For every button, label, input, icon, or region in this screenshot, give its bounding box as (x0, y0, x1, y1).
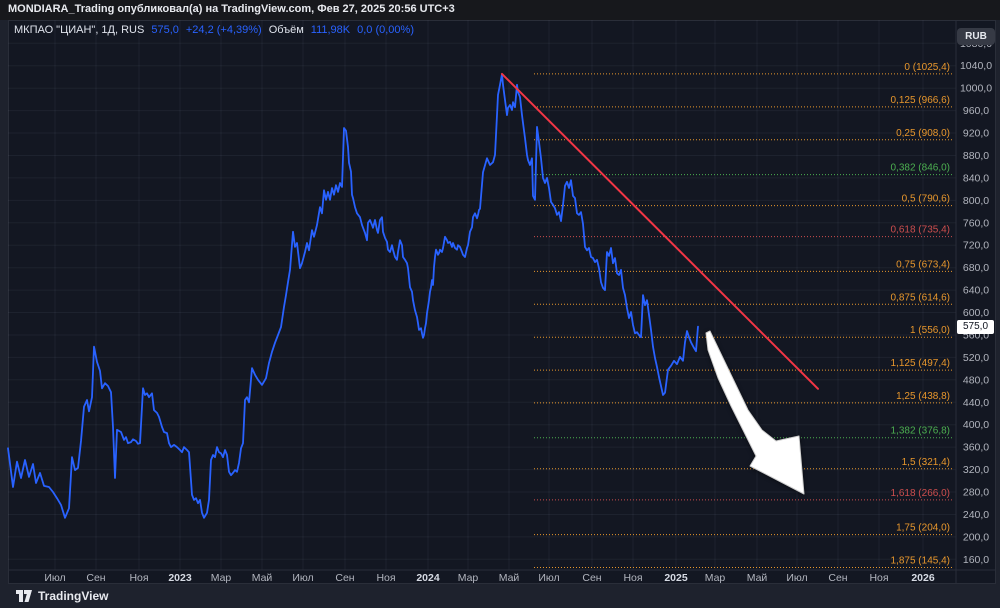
legend-last-price: 575,0 (151, 24, 179, 36)
tradingview-watermark[interactable]: TradingView (16, 589, 108, 603)
symbol-legend: МКПАО "ЦИАН", 1Д, RUS 575,0 +24,2 (+4,39… (14, 24, 414, 36)
chart-frame[interactable] (8, 20, 996, 584)
tradingview-logo-icon (16, 590, 32, 602)
tradingview-logo-text: TradingView (38, 589, 109, 603)
last-price-tag: 575,0 (957, 320, 994, 334)
symbol-title[interactable]: МКПАО "ЦИАН", 1Д, RUS (14, 24, 145, 36)
legend-change: +24,2 (+4,39%) (185, 24, 262, 36)
share-header: MONDIARA_Trading опубликовал(а) на Tradi… (0, 0, 1000, 20)
legend-volume-value: 111,98K (310, 24, 351, 36)
legend-volume-change: 0,0 (0,00%) (357, 24, 414, 36)
currency-button[interactable]: RUB (957, 28, 995, 45)
legend-volume-label: Объём (268, 24, 304, 36)
share-header-text: MONDIARA_Trading опубликовал(а) на Tradi… (8, 3, 455, 15)
